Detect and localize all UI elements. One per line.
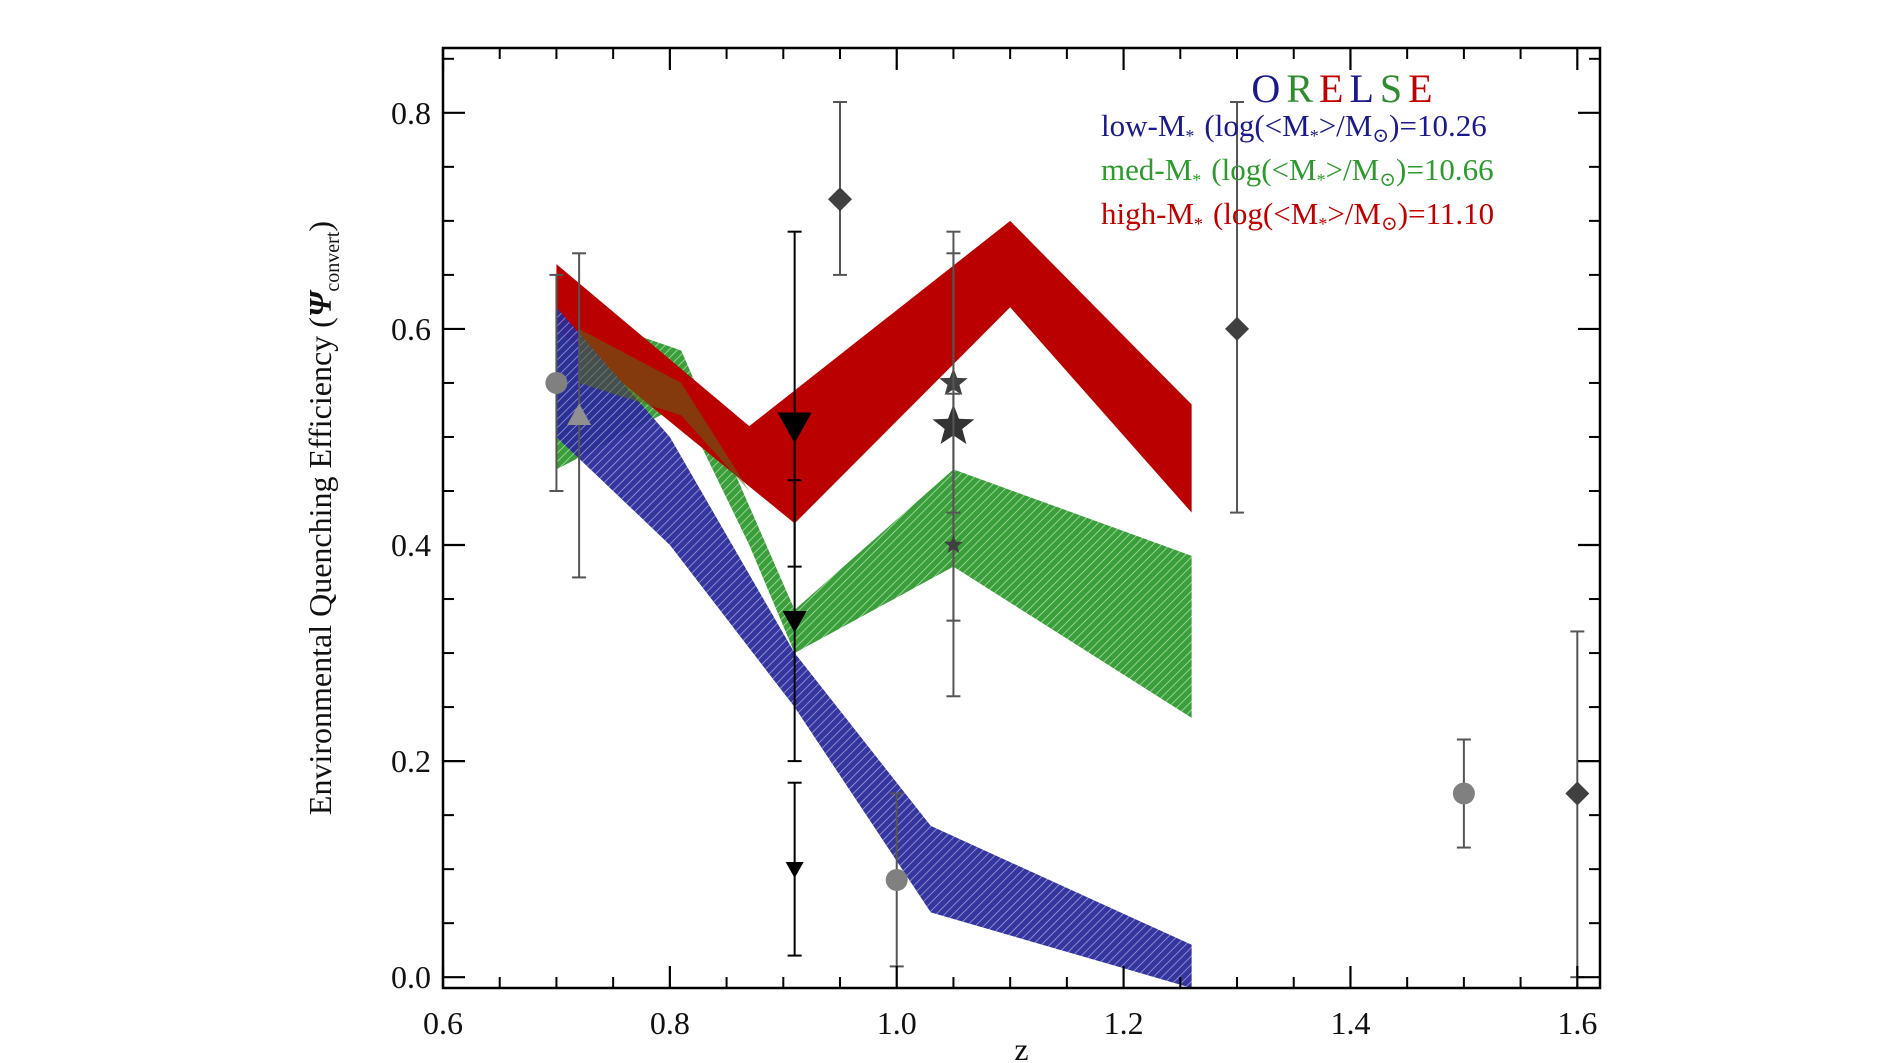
legend-log-suffix: )= — [1396, 152, 1424, 187]
y-tick-label: 0.6 — [391, 311, 431, 347]
title-letter: E — [1408, 66, 1438, 111]
data-point-triangle-up — [567, 252, 592, 579]
legend-log-suffix: )= — [1398, 196, 1426, 231]
y-tick-label: 0.0 — [391, 959, 431, 995]
title-letter: O — [1251, 66, 1286, 111]
data-point-circle — [545, 273, 568, 492]
data-point-circle — [1452, 738, 1475, 849]
legend-subscript: * — [1317, 170, 1326, 190]
marker-circle — [545, 371, 568, 394]
y-tick-label: 0.8 — [391, 95, 431, 131]
legend-series-name: low-M — [1101, 108, 1185, 143]
marker-circle — [885, 868, 908, 891]
legend-entry: high-M* (log(<M*>/M⊙)=11.10 — [1101, 196, 1494, 235]
legend-log-prefix: (log(<M — [1204, 108, 1309, 143]
data-point-triangle-down — [785, 781, 804, 957]
legend-subscript: * — [1185, 126, 1194, 146]
marker-diamond — [1225, 316, 1250, 341]
marker-circle — [1452, 782, 1475, 805]
band-overlap — [579, 328, 750, 491]
y-tick-label: 0.2 — [391, 743, 431, 779]
title-letter: S — [1380, 66, 1408, 111]
title-letter: R — [1286, 66, 1319, 111]
band-low-m — [556, 307, 1192, 989]
legend-log-mid: >/M — [1319, 108, 1373, 143]
data-point-diamond — [828, 101, 853, 276]
legend-log-prefix: (log(<M — [1211, 152, 1316, 187]
x-tick-label: 1.2 — [1104, 1005, 1144, 1041]
legend-sun-symbol: ⊙ — [1381, 213, 1398, 235]
legend-log-suffix: )= — [1389, 108, 1417, 143]
data-point-star — [943, 392, 963, 698]
band-med-m — [556, 307, 1192, 718]
marker-diamond — [1565, 781, 1590, 806]
y-axis-label-sub: convert — [322, 231, 344, 291]
legend-series-name: med-M — [1101, 152, 1192, 187]
x-tick-label: 1.0 — [877, 1005, 917, 1041]
literature-points — [545, 101, 1590, 979]
legend-entry: med-M* (log(<M*>/M⊙)=10.66 — [1101, 152, 1494, 191]
legend-log-prefix: (log(<M — [1213, 196, 1318, 231]
marker-diamond — [828, 187, 853, 212]
y-tick-label: 0.4 — [391, 527, 431, 563]
legend-value: 11.10 — [1426, 196, 1495, 231]
x-axis-label: z — [1014, 1031, 1028, 1063]
legend-log-mid: >/M — [1326, 152, 1380, 187]
model-bands — [556, 220, 1192, 989]
title-letter: L — [1349, 66, 1379, 111]
marker-star — [943, 535, 963, 554]
x-tick-label: 0.6 — [423, 1005, 463, 1041]
y-axis-label-main: Environmental Quenching Efficiency ( — [302, 317, 338, 815]
axes: 0.6 0.8 1.0 1.2 1.4 1.6 0.0 0.2 0.4 0.6 0.8 — [391, 48, 1600, 1041]
legend-subscript: * — [1192, 170, 1201, 190]
marker-triangle-down — [777, 412, 812, 444]
legend-title: ORELSE — [1251, 66, 1438, 111]
data-point-triangle-down — [782, 479, 807, 763]
data-point-diamond — [1225, 101, 1250, 514]
y-axis-label-symbol: Ψ — [302, 289, 338, 317]
legend-subscript: * — [1318, 214, 1327, 234]
x-tick-label: 0.8 — [650, 1005, 690, 1041]
legend-log-mid: >/M — [1327, 196, 1381, 231]
legend-subscript: * — [1310, 126, 1319, 146]
y-axis-label: Environmental Quenching Efficiency (Ψcon… — [302, 221, 344, 815]
marker-triangle-down — [785, 861, 804, 879]
x-tick-label: 1.6 — [1557, 1005, 1597, 1041]
legend-value: 10.26 — [1417, 108, 1487, 143]
legend-sun-symbol: ⊙ — [1372, 125, 1389, 147]
title-letter: E — [1319, 66, 1349, 111]
x-tick-label: 1.4 — [1330, 1005, 1370, 1041]
legend-sun-symbol: ⊙ — [1379, 169, 1396, 191]
legend-subscript: * — [1194, 214, 1203, 234]
data-point-diamond — [1565, 630, 1590, 979]
plot-frame — [441, 46, 1602, 990]
marker-triangle-down — [782, 611, 807, 633]
legend-entry: low-M* (log(<M*>/M⊙)=10.26 — [1101, 108, 1487, 147]
marker-triangle-up — [567, 403, 592, 425]
legend-series-name: high-M — [1101, 196, 1194, 231]
y-axis-label-close: ) — [302, 221, 338, 232]
legend-value: 10.66 — [1424, 152, 1494, 187]
